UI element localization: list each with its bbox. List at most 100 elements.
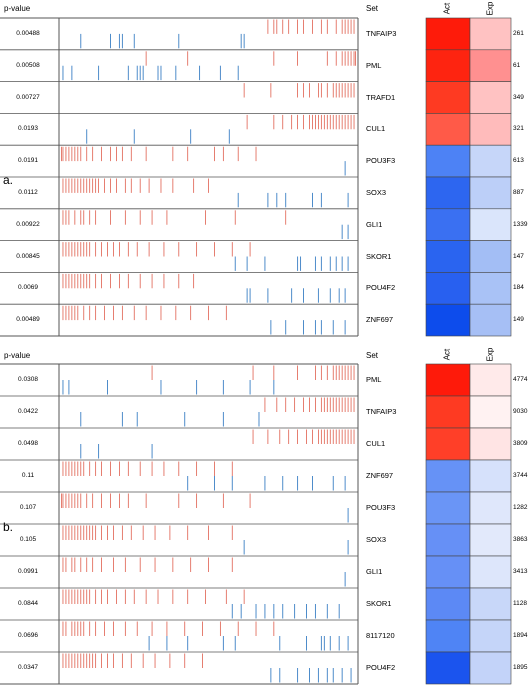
exp-cell	[469, 363, 512, 397]
pvalue-label: 0.0498	[18, 440, 38, 447]
exp-header: Exp	[485, 347, 495, 362]
act-cell	[425, 363, 471, 397]
pvalue-label: 0.00922	[16, 220, 40, 228]
act-cell	[425, 303, 471, 337]
pvalue-label: 0.0308	[18, 376, 38, 383]
exp-cell	[469, 555, 512, 589]
count-label: 3413	[513, 568, 528, 575]
exp-cell	[469, 17, 512, 51]
set-label: CUL1	[366, 124, 386, 134]
pvalue-label: 0.00508	[16, 61, 40, 69]
act-cell	[425, 240, 471, 273]
exp-cell	[469, 113, 512, 146]
set-label: 8117120	[366, 631, 395, 640]
set-label: TNFAIP3	[366, 407, 397, 416]
pvalue-label: 0.105	[19, 536, 37, 543]
set-label: TNFAIP3	[366, 28, 397, 38]
exp-cell	[469, 523, 512, 557]
act-cell	[425, 144, 471, 178]
exp-cell	[469, 491, 512, 525]
count-label: 887	[513, 188, 524, 196]
act-cell	[425, 491, 471, 525]
panel-label: b.	[3, 520, 14, 534]
set-label: CUL1	[366, 439, 386, 448]
set-label: POU4F2	[366, 663, 396, 672]
act-cell	[425, 427, 471, 461]
act-cell	[425, 176, 471, 210]
pvalue-label: 0.00727	[16, 93, 40, 101]
set-label: POU3F3	[366, 503, 396, 512]
exp-cell	[469, 240, 512, 273]
count-label: 147	[513, 252, 524, 260]
count-label: 4774	[513, 376, 528, 383]
set-label: ZNF697	[366, 315, 394, 325]
count-label: 1339	[513, 220, 528, 228]
act-cell	[425, 619, 471, 653]
act-cell	[425, 49, 471, 82]
exp-cell	[469, 459, 512, 493]
set-label: TRAFD1	[366, 92, 396, 102]
set-label: PML	[366, 375, 382, 384]
count-label: 3744	[513, 472, 528, 479]
act-header: Act	[442, 2, 452, 15]
count-label: 613	[513, 157, 524, 165]
exp-cell	[469, 303, 512, 337]
count-label: 3809	[513, 440, 528, 447]
act-cell	[425, 587, 471, 621]
count-label: 1282	[513, 504, 528, 511]
act-cell	[425, 17, 471, 51]
count-label: 61	[513, 61, 521, 69]
pvalue-label: 0.0991	[18, 568, 38, 575]
pvalue-header: p-value	[4, 4, 31, 13]
set-label: PML	[366, 60, 382, 70]
count-label: 1895	[513, 664, 528, 671]
exp-cell	[469, 208, 512, 241]
act-cell	[425, 651, 471, 685]
act-cell	[425, 395, 471, 429]
pvalue-label: 0.0347	[18, 664, 38, 671]
count-label: 149	[513, 316, 524, 324]
count-label: 1894	[513, 632, 528, 639]
pvalue-label: 0.11	[21, 472, 35, 479]
exp-cell	[469, 144, 512, 178]
exp-cell	[469, 176, 512, 210]
act-cell	[425, 555, 471, 589]
pvalue-label: 0.107	[19, 504, 37, 511]
set-label: SOX3	[366, 535, 387, 544]
count-label: 261	[513, 29, 524, 37]
count-label: 1128	[513, 600, 527, 607]
pvalue-label: 0.0191	[18, 157, 38, 165]
pvalue-label: 0.0844	[18, 600, 38, 607]
pvalue-label: 0.00488	[16, 29, 40, 37]
set-label: SKOR1	[366, 251, 392, 261]
exp-cell	[469, 49, 512, 82]
count-label: 9030	[513, 408, 528, 415]
count-label: 184	[513, 284, 524, 292]
exp-header: Exp	[485, 1, 495, 16]
set-header: Set	[366, 351, 379, 360]
pvalue-label: 0.0112	[18, 188, 38, 196]
act-cell	[425, 523, 471, 557]
exp-cell	[469, 81, 512, 114]
set-label: SKOR1	[366, 599, 392, 608]
exp-cell	[469, 427, 512, 461]
pvalue-label: 0.00845	[16, 252, 40, 260]
exp-cell	[469, 272, 512, 305]
pvalue-label: 0.0193	[18, 125, 38, 133]
act-cell	[425, 208, 471, 241]
exp-cell	[469, 395, 512, 429]
exp-cell	[469, 587, 512, 621]
act-cell	[425, 81, 471, 114]
set-label: GLI1	[366, 567, 383, 576]
act-cell	[425, 113, 471, 146]
pvalue-label: 0.0696	[18, 632, 38, 639]
set-label: SOX3	[366, 187, 387, 197]
set-label: GLI1	[366, 219, 383, 229]
count-label: 3863	[513, 536, 528, 543]
pvalue-label: 0.0422	[18, 408, 38, 415]
count-label: 321	[513, 125, 524, 133]
set-label: POU3F3	[366, 156, 396, 166]
act-cell	[425, 272, 471, 305]
pvalue-label: 0.0069	[18, 284, 38, 292]
